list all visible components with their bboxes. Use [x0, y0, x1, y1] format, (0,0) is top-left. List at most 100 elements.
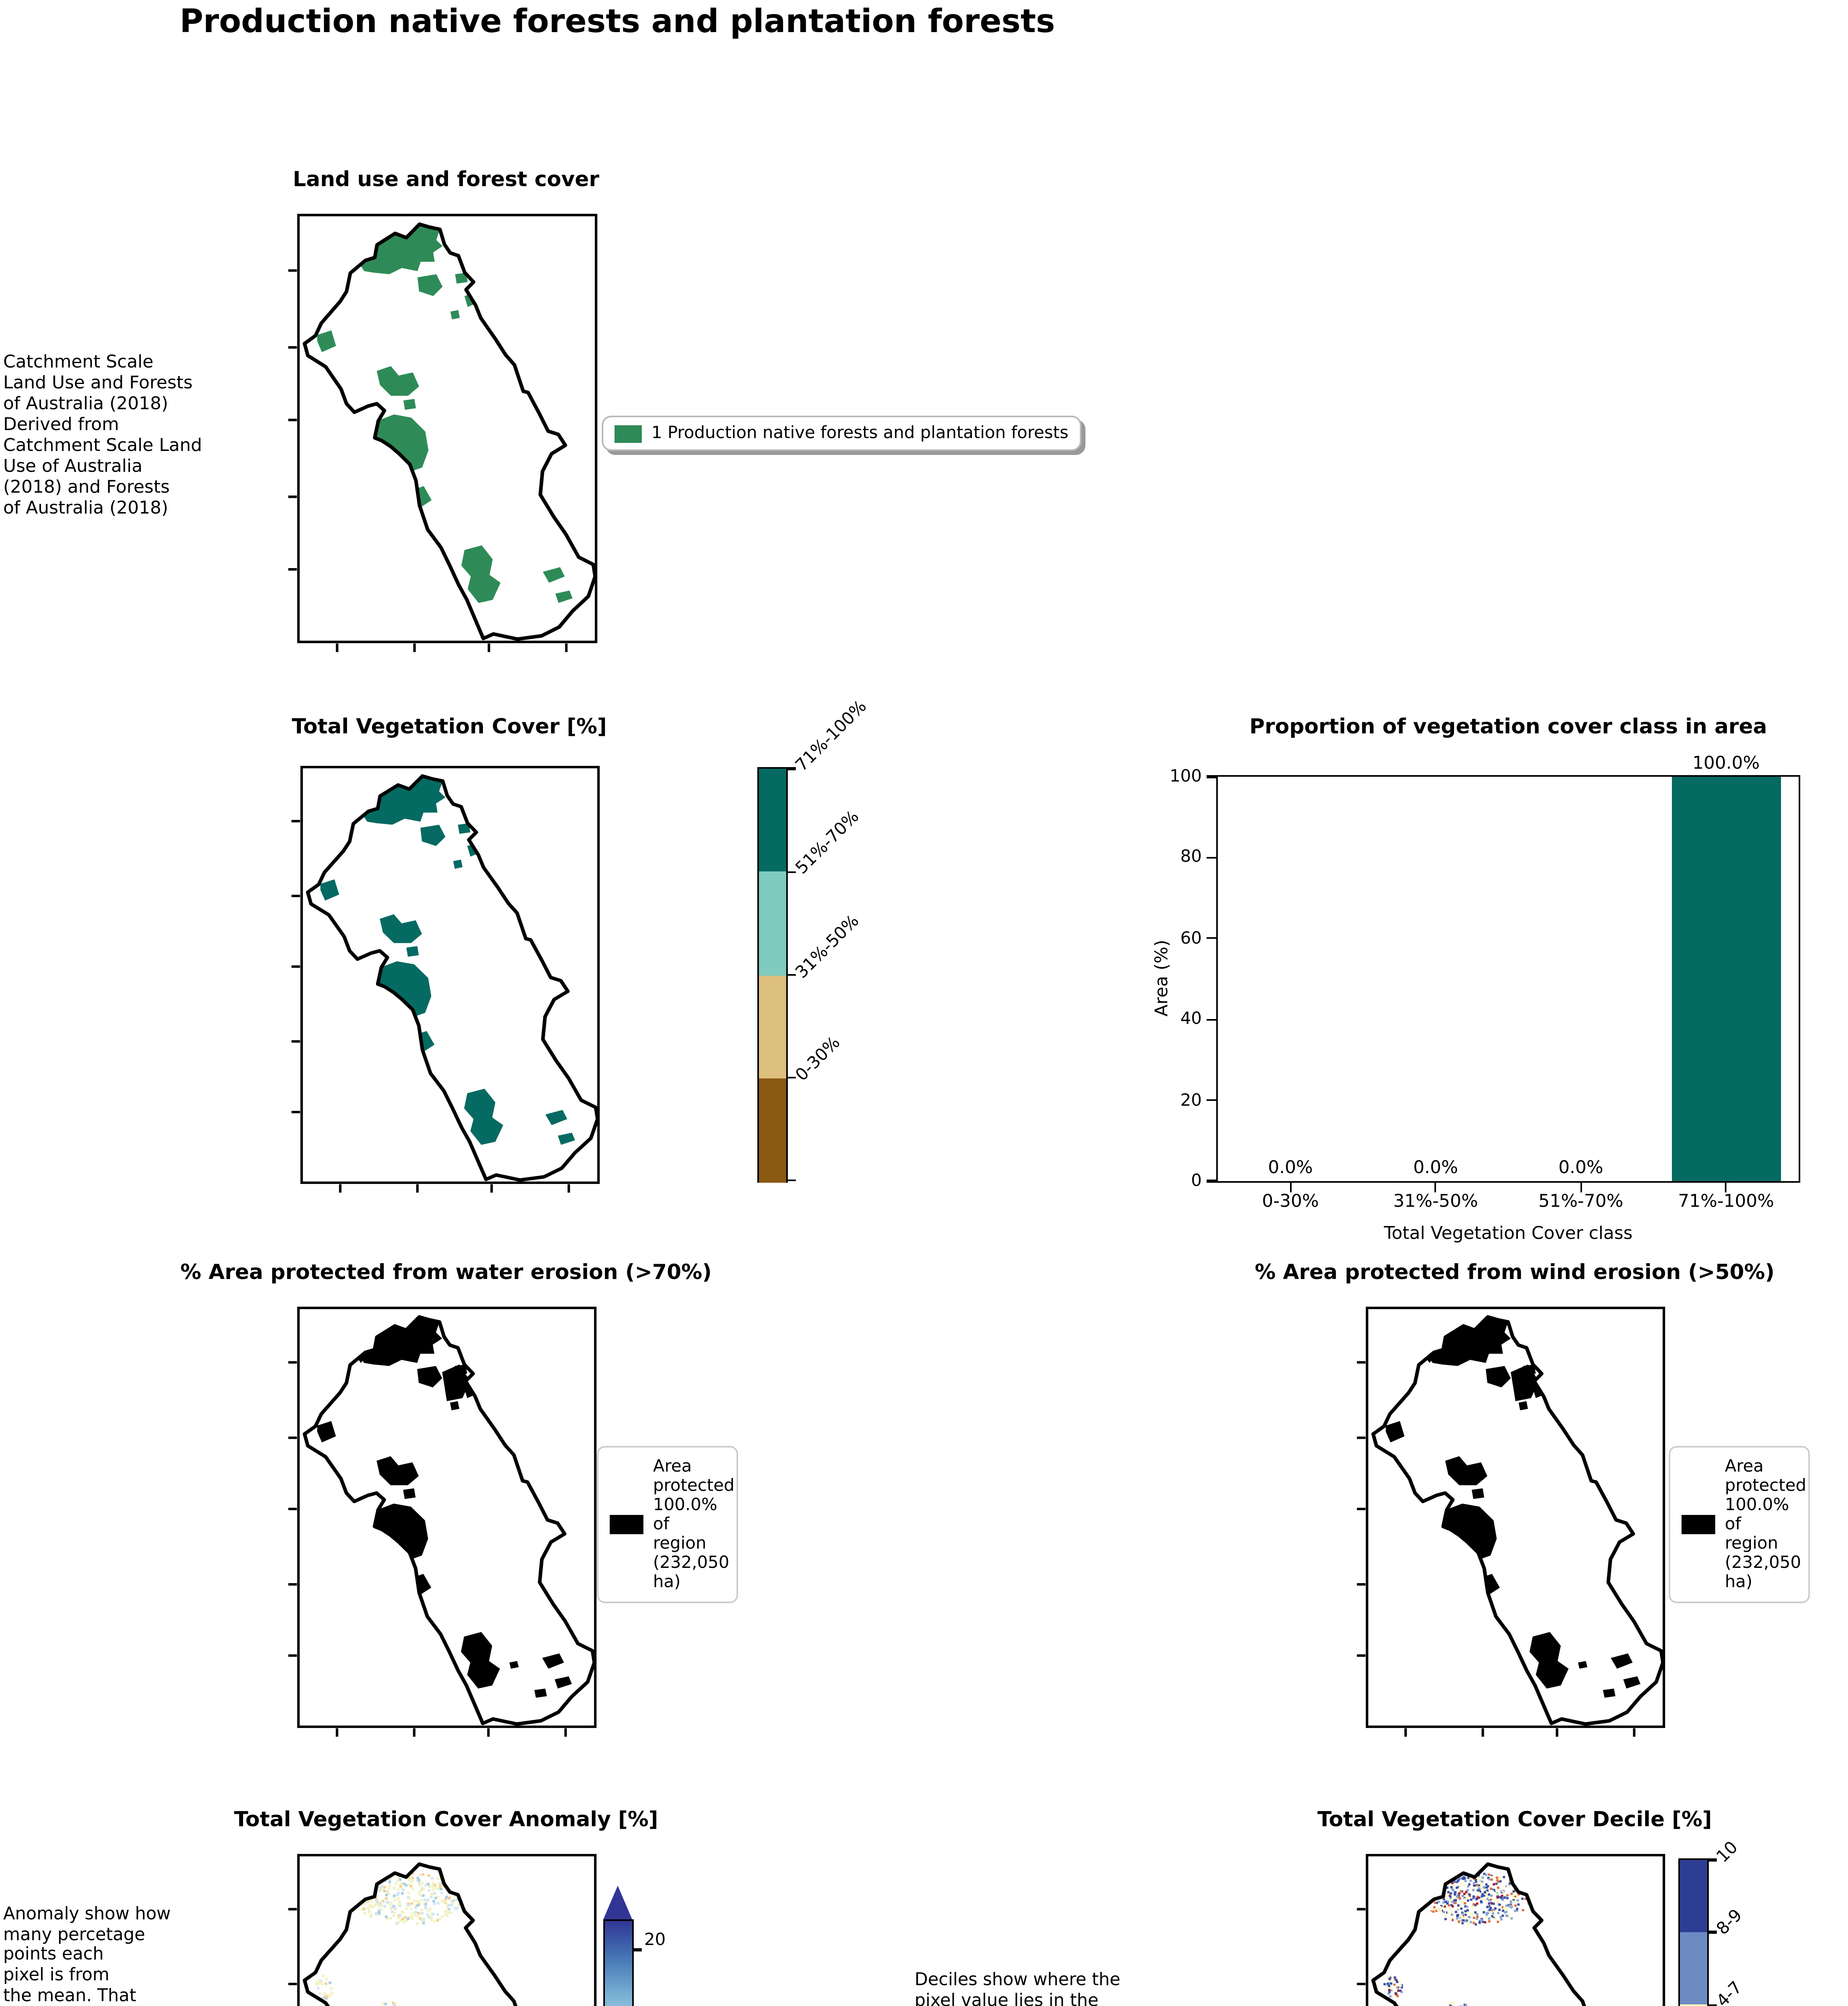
map-anomaly — [288, 1854, 597, 2006]
water-erosion-legend: Area protected 100.0% of region (232,050… — [597, 1446, 738, 1604]
map-wind-erosion — [1357, 1306, 1665, 1737]
alab: 20 — [644, 1930, 666, 1950]
ctick — [787, 871, 795, 873]
land-use-side-note: Catchment Scale Land Use and Forests of … — [3, 351, 202, 518]
legend-swatch-black — [1682, 1515, 1715, 1535]
ctick — [787, 974, 795, 976]
axis-ticks — [288, 1361, 567, 1737]
xtickmark — [1725, 1183, 1727, 1192]
seg — [759, 769, 786, 873]
ytickmark — [1207, 1099, 1216, 1102]
wind-erosion-map-figure — [1357, 1306, 1665, 1737]
land-use-map-figure — [288, 213, 598, 652]
decile-side-note: Deciles show where the pixel value lies … — [915, 1969, 1120, 2006]
clab: 71%-100% — [792, 697, 871, 776]
anomaly-title: Total Vegetation Cover Anomaly [%] — [234, 1809, 658, 1833]
barlab: 0.0% — [1268, 1157, 1313, 1178]
map-frame — [300, 765, 600, 1184]
y-axis-label: Area (%) — [1151, 940, 1172, 1017]
map-frame — [297, 1854, 597, 2006]
xticklab: 51%-70% — [1538, 1191, 1623, 1212]
ytickmark — [1207, 937, 1216, 940]
anomaly-pixels — [315, 1872, 463, 2006]
ytickmark — [1207, 1018, 1216, 1021]
catchment-boundary — [1373, 1864, 1663, 2006]
clab: 8-9 — [1713, 1906, 1747, 1939]
map-frame — [297, 1306, 597, 1728]
xtickmark — [1580, 1183, 1582, 1192]
clab: 0-30% — [792, 1033, 844, 1085]
legend-label: Area protected 100.0% of region (232,050… — [653, 1457, 735, 1593]
veg-cover-title: Total Vegetation Cover [%] — [292, 716, 607, 740]
xticklab: 0-30% — [1262, 1191, 1319, 1212]
axis-ticks — [288, 1908, 297, 1986]
ctick — [787, 1077, 795, 1079]
barlab: 0.0% — [1413, 1157, 1458, 1178]
veg-cover-map-figure — [291, 765, 600, 1193]
xticklab: 71%-100% — [1678, 1191, 1774, 1212]
barlab: 100.0% — [1692, 753, 1760, 774]
legend-swatch-black — [610, 1515, 643, 1535]
page-title: Production native forests and plantation… — [180, 2, 1055, 40]
xticklab: 31%-50% — [1393, 1191, 1478, 1212]
clab: 4-7 — [1713, 1978, 1747, 2006]
map-land-use — [288, 213, 598, 652]
legend-label: Area protected 100.0% of region (232,050… — [1725, 1457, 1807, 1593]
clab: 51%-70% — [792, 808, 863, 879]
proportion-chart-title: Proportion of vegetation cover class in … — [1249, 716, 1767, 740]
clab: 10 — [1713, 1838, 1742, 1867]
yticklab: 0 — [1191, 1172, 1202, 1191]
colorbar-gradient — [602, 1919, 633, 2006]
decile-title: Total Vegetation Cover Decile [%] — [1317, 1809, 1712, 1833]
ytickmark — [1207, 856, 1216, 859]
seg — [759, 872, 786, 976]
ctick — [634, 1949, 642, 1951]
legend-label: 1 Production native forests and plantati… — [651, 424, 1069, 443]
bar — [1672, 777, 1781, 1181]
map-frame — [1365, 1306, 1665, 1728]
clab: 31%-50% — [792, 911, 863, 982]
axis-ticks — [1357, 1908, 1366, 1986]
yticklab: 20 — [1180, 1090, 1202, 1110]
axis-ticks — [1357, 1361, 1636, 1737]
ytickmark — [1207, 1180, 1216, 1182]
map-frame — [1365, 1854, 1665, 2006]
proportion-bar-chart: 0 20 40 60 80 100 0-30% 0.0% 31%-50% 0.0% 51%-70% 0… — [1170, 753, 1800, 1212]
seg — [759, 975, 786, 1079]
ctick — [1708, 2004, 1716, 2006]
seg — [1680, 2005, 1707, 2006]
decile-map-figure — [1357, 1854, 1665, 2006]
water-erosion-title: % Area protected from water erosion (>70… — [180, 1261, 712, 1285]
map-water-erosion — [288, 1306, 597, 1737]
anomaly-side-note: Anomaly show how many percetage points e… — [3, 1903, 171, 2006]
yticklab: 60 — [1180, 929, 1202, 948]
xtickmark — [1289, 1183, 1292, 1192]
yticklab: 80 — [1180, 848, 1202, 867]
legend-swatch-green — [615, 424, 642, 442]
colorbar-arrow-up — [602, 1886, 631, 1919]
wind-erosion-title: % Area protected from wind erosion (>50%… — [1255, 1261, 1775, 1285]
anomaly-colorbar: 20100−10−20 — [602, 1886, 666, 2006]
ctick — [1708, 1931, 1716, 1933]
ctick — [1708, 1859, 1716, 1861]
map-veg-cover — [291, 765, 600, 1193]
yticklab: 100 — [1169, 767, 1202, 786]
veg-cover-colorbar: 71%-100% 51%-70% 31%-50% 0-30% — [757, 697, 871, 1183]
water-erosion-map-figure — [288, 1306, 597, 1737]
yticklab: 40 — [1180, 1009, 1202, 1029]
ctick — [787, 767, 795, 770]
anomaly-map-figure — [288, 1854, 597, 2006]
alab: 10 — [644, 2004, 666, 2006]
seg — [759, 1078, 786, 1182]
ytickmark — [1207, 776, 1216, 778]
ctick — [787, 1179, 795, 1181]
decile-colorbar: 108-94-72-31 — [1678, 1838, 1746, 2006]
wind-erosion-legend: Area protected 100.0% of region (232,050… — [1669, 1446, 1810, 1604]
land-use-title: Land use and forest cover — [293, 169, 599, 193]
barlab: 0.0% — [1558, 1157, 1603, 1178]
seg — [1680, 1932, 1707, 2006]
decile-pixels — [1383, 1872, 1530, 2006]
map-frame — [297, 213, 598, 644]
map-decile — [1357, 1854, 1665, 2006]
